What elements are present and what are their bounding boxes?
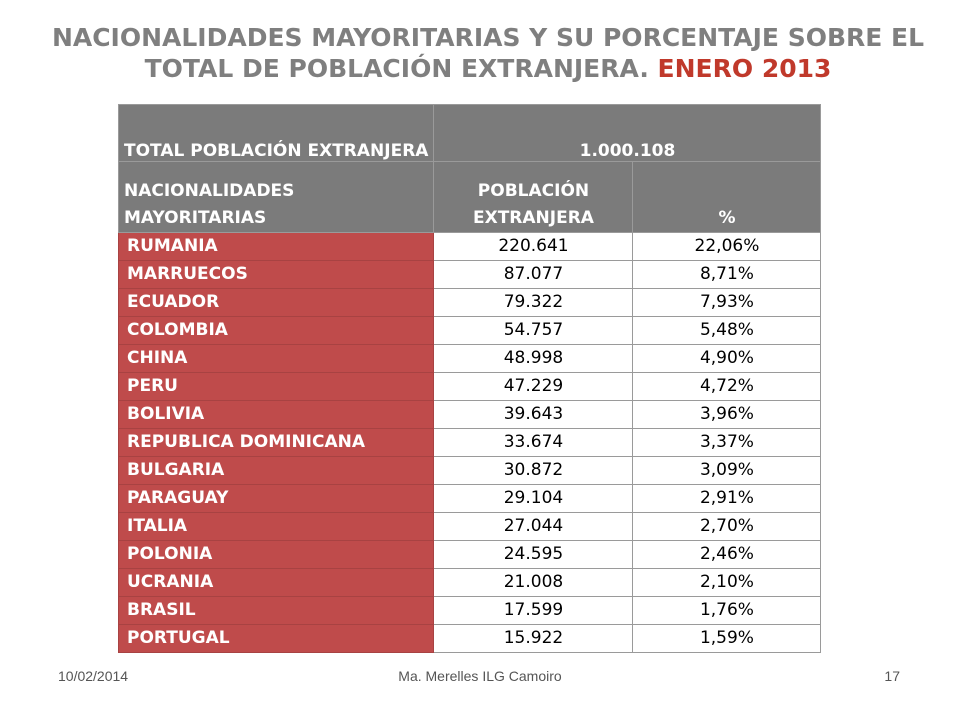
table-row: RUMANIA 220.641 22,06% bbox=[117, 232, 822, 261]
country-cell: BULGARIA bbox=[117, 456, 435, 485]
table-row: PORTUGAL 15.922 1,59% bbox=[117, 624, 822, 653]
country-cell: PARAGUAY bbox=[117, 484, 435, 513]
population-cell: 47.229 bbox=[433, 372, 634, 401]
population-cell: 24.595 bbox=[433, 540, 634, 569]
percent-cell: 2,91% bbox=[632, 484, 822, 513]
country-cell: MARRUECOS bbox=[117, 260, 435, 289]
table-row: CHINA 48.998 4,90% bbox=[117, 344, 822, 373]
population-cell: 220.641 bbox=[433, 232, 634, 261]
country-cell: POLONIA bbox=[117, 540, 435, 569]
population-cell: 79.322 bbox=[433, 288, 634, 317]
title-line-2-text: TOTAL DE POBLACIÓN EXTRANJERA. bbox=[144, 54, 649, 83]
population-cell: 21.008 bbox=[433, 568, 634, 597]
percent-cell: 3,96% bbox=[632, 400, 822, 429]
country-cell: CHINA bbox=[117, 344, 435, 373]
country-cell: PERU bbox=[117, 372, 435, 401]
country-cell: BRASIL bbox=[117, 596, 435, 625]
percent-cell: 5,48% bbox=[632, 316, 822, 345]
country-cell: ITALIA bbox=[117, 512, 435, 541]
total-value: 1.000.108 bbox=[433, 104, 822, 162]
slide-title: NACIONALIDADES MAYORITARIAS Y SU PORCENT… bbox=[20, 22, 956, 84]
population-cell: 33.674 bbox=[433, 428, 634, 457]
country-cell: UCRANIA bbox=[117, 568, 435, 597]
total-label: TOTAL POBLACIÓN EXTRANJERA bbox=[117, 104, 435, 162]
column-header-percent: % bbox=[632, 161, 822, 233]
percent-cell: 22,06% bbox=[632, 232, 822, 261]
title-line-2: TOTAL DE POBLACIÓN EXTRANJERA. ENERO 201… bbox=[20, 53, 956, 84]
population-cell: 87.077 bbox=[433, 260, 634, 289]
percent-cell: 3,37% bbox=[632, 428, 822, 457]
table-row: BULGARIA 30.872 3,09% bbox=[117, 456, 822, 485]
country-cell: BOLIVIA bbox=[117, 400, 435, 429]
percent-cell: 2,10% bbox=[632, 568, 822, 597]
percent-cell: 7,93% bbox=[632, 288, 822, 317]
footer-page-number: 17 bbox=[884, 668, 900, 684]
country-cell: RUMANIA bbox=[117, 232, 435, 261]
table-row: POLONIA 24.595 2,46% bbox=[117, 540, 822, 569]
table-row: ECUADOR 79.322 7,93% bbox=[117, 288, 822, 317]
population-cell: 29.104 bbox=[433, 484, 634, 513]
column-header-nationality: NACIONALIDADES MAYORITARIAS bbox=[117, 161, 435, 233]
percent-cell: 2,46% bbox=[632, 540, 822, 569]
population-cell: 54.757 bbox=[433, 316, 634, 345]
country-cell: ECUADOR bbox=[117, 288, 435, 317]
percent-cell: 1,59% bbox=[632, 624, 822, 653]
percent-cell: 2,70% bbox=[632, 512, 822, 541]
title-line-1: NACIONALIDADES MAYORITARIAS Y SU PORCENT… bbox=[51, 23, 925, 52]
column-header-row: NACIONALIDADES MAYORITARIAS POBLACIÓN EX… bbox=[117, 161, 822, 233]
percent-cell: 3,09% bbox=[632, 456, 822, 485]
table-row: COLOMBIA 54.757 5,48% bbox=[117, 316, 822, 345]
country-cell: COLOMBIA bbox=[117, 316, 435, 345]
population-table: TOTAL POBLACIÓN EXTRANJERA 1.000.108 NAC… bbox=[117, 104, 822, 653]
table-row: PERU 47.229 4,72% bbox=[117, 372, 822, 401]
country-cell: PORTUGAL bbox=[117, 624, 435, 653]
table-row: PARAGUAY 29.104 2,91% bbox=[117, 484, 822, 513]
table-row: REPUBLICA DOMINICANA 33.674 3,37% bbox=[117, 428, 822, 457]
title-highlight-date: ENERO 2013 bbox=[657, 54, 832, 83]
percent-cell: 4,72% bbox=[632, 372, 822, 401]
footer-author: Ma. Merelles ILG Camoiro bbox=[398, 668, 562, 684]
population-cell: 48.998 bbox=[433, 344, 634, 373]
population-cell: 30.872 bbox=[433, 456, 634, 485]
population-cell: 27.044 bbox=[433, 512, 634, 541]
table-row: BOLIVIA 39.643 3,96% bbox=[117, 400, 822, 429]
percent-cell: 4,90% bbox=[632, 344, 822, 373]
table-row: BRASIL 17.599 1,76% bbox=[117, 596, 822, 625]
percent-cell: 8,71% bbox=[632, 260, 822, 289]
population-cell: 17.599 bbox=[433, 596, 634, 625]
table-body: RUMANIA 220.641 22,06% MARRUECOS 87.077 8,71… bbox=[117, 232, 822, 653]
table-row: ITALIA 27.044 2,70% bbox=[117, 512, 822, 541]
percent-cell: 1,76% bbox=[632, 596, 822, 625]
table-row: UCRANIA 21.008 2,10% bbox=[117, 568, 822, 597]
population-cell: 39.643 bbox=[433, 400, 634, 429]
table-row: MARRUECOS 87.077 8,71% bbox=[117, 260, 822, 289]
column-header-population: POBLACIÓN EXTRANJERA bbox=[433, 161, 634, 233]
country-cell: REPUBLICA DOMINICANA bbox=[117, 428, 435, 457]
footer-date: 10/02/2014 bbox=[58, 668, 129, 684]
total-row: TOTAL POBLACIÓN EXTRANJERA 1.000.108 bbox=[117, 104, 822, 162]
population-cell: 15.922 bbox=[433, 624, 634, 653]
